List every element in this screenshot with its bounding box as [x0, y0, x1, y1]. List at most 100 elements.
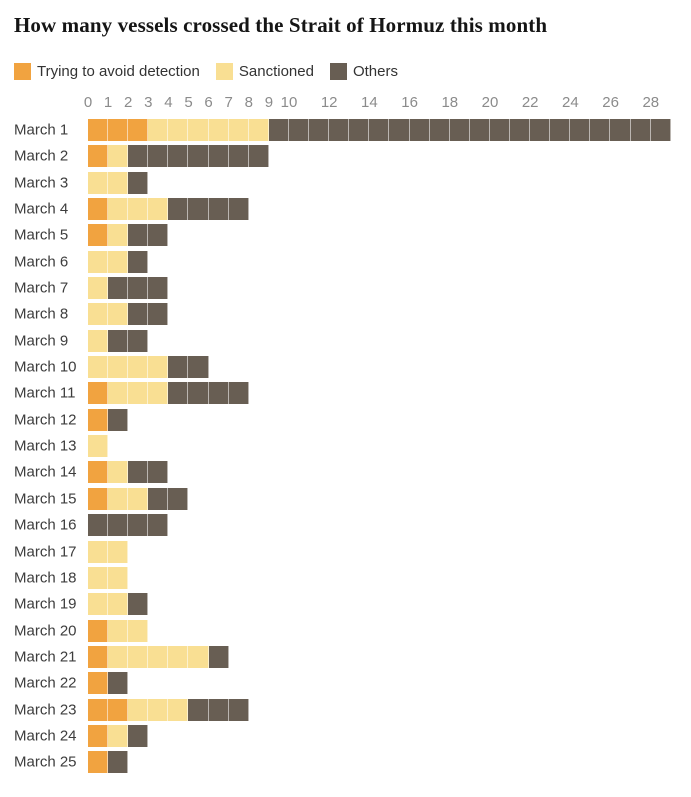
bar-segment-others	[148, 487, 169, 510]
x-axis-tick: 9	[264, 94, 274, 111]
bar-segment-sanctioned	[128, 356, 149, 379]
bar-segment-others	[168, 382, 189, 405]
bar-segment-others	[449, 119, 470, 141]
stacked-bar	[88, 593, 149, 616]
chart-row: March 8	[0, 303, 691, 326]
chart-row: March 20	[0, 619, 691, 642]
x-axis-tick: 26	[602, 94, 619, 111]
bar-segment-sanctioned	[108, 250, 129, 273]
bar-segment-trying-to-avoid-detection	[88, 461, 109, 484]
bar-segment-others	[168, 487, 189, 510]
bar-segment-others	[188, 356, 209, 379]
x-axis-tick: 8	[244, 94, 253, 111]
bar-segment-trying-to-avoid-detection	[88, 487, 109, 510]
bar-segment-others	[489, 119, 510, 141]
bar-segment-trying-to-avoid-detection	[108, 119, 129, 141]
bar-segment-sanctioned	[148, 645, 169, 668]
bar-segment-others	[148, 461, 169, 484]
stacked-bar	[88, 408, 129, 431]
bar-segment-others	[168, 356, 189, 379]
bar-segment-sanctioned	[128, 198, 149, 221]
chart-row: March 17	[0, 540, 691, 563]
stacked-bar	[88, 566, 129, 589]
bar-segment-sanctioned	[88, 540, 109, 563]
chart-row: March 13	[0, 435, 691, 458]
bar-segment-sanctioned	[88, 303, 109, 326]
row-label: March 6	[14, 253, 69, 271]
stacked-bar	[88, 382, 249, 405]
bar-segment-others	[329, 119, 350, 141]
bar-segment-others	[108, 329, 129, 352]
bar-segment-sanctioned	[88, 356, 109, 379]
bar-segment-others	[168, 145, 189, 168]
chart-row: March 9	[0, 329, 691, 352]
bar-segment-sanctioned	[148, 119, 169, 141]
stacked-bar	[88, 435, 109, 458]
legend-label: Sanctioned	[238, 62, 314, 80]
row-label: March 22	[14, 674, 77, 692]
bar-segment-trying-to-avoid-detection	[128, 119, 149, 141]
bar-segment-sanctioned	[108, 171, 129, 194]
chart-row: March 10	[0, 356, 691, 379]
chart-row: March 21	[0, 645, 691, 668]
row-label: March 14	[14, 463, 77, 481]
bar-segment-others	[128, 514, 149, 537]
bar-segment-sanctioned	[108, 619, 129, 642]
legend-label: Others	[352, 62, 398, 80]
stacked-bar	[88, 145, 269, 168]
bar-segment-trying-to-avoid-detection	[88, 619, 109, 642]
bar-segment-others	[128, 461, 149, 484]
row-label: March 24	[14, 727, 77, 745]
row-label: March 20	[14, 622, 77, 640]
x-axis-tick: 24	[562, 94, 579, 111]
bar-segment-others	[128, 724, 149, 747]
bar-segment-others	[188, 198, 209, 221]
chart-row: March 14	[0, 461, 691, 484]
row-label: March 2	[14, 147, 69, 165]
stacked-bar	[88, 198, 249, 221]
legend-label: Trying to avoid detection	[37, 62, 200, 80]
bar-segment-sanctioned	[168, 645, 189, 668]
stacked-bar	[88, 540, 129, 563]
bar-segment-others	[108, 277, 129, 300]
bar-segment-sanctioned	[108, 382, 129, 405]
bar-segment-sanctioned	[148, 698, 169, 721]
bar-segment-sanctioned	[168, 119, 189, 141]
row-label: March 8	[14, 305, 69, 323]
legend-swatch-icon	[14, 62, 31, 80]
bar-segment-others	[309, 119, 330, 141]
chart-rows: March 1 March 2 March 3 March 4 March 5 March…	[0, 119, 691, 774]
bar-segment-others	[188, 145, 209, 168]
stacked-bar	[88, 224, 169, 247]
row-label: March 10	[14, 358, 77, 376]
stacked-bar	[88, 356, 209, 379]
bar-segment-others	[530, 119, 551, 141]
bar-segment-others	[509, 119, 531, 141]
bar-segment-sanctioned	[128, 645, 149, 668]
chart-row: March 22	[0, 672, 691, 695]
bar-segment-sanctioned	[108, 645, 129, 668]
bar-segment-others	[108, 408, 129, 431]
x-axis-tick: 10	[280, 94, 298, 111]
bar-segment-others	[168, 198, 189, 221]
bar-segment-sanctioned	[88, 277, 109, 300]
bar-segment-trying-to-avoid-detection	[108, 698, 129, 721]
bar-segment-others	[128, 145, 149, 168]
bar-segment-trying-to-avoid-detection	[88, 119, 109, 141]
chart-row: March 15	[0, 487, 691, 510]
bar-segment-others	[128, 593, 149, 616]
stacked-bar	[88, 514, 169, 537]
row-label: March 5	[14, 226, 69, 244]
stacked-bar	[88, 751, 129, 774]
row-label: March 4	[14, 200, 69, 218]
bar-segment-others	[650, 119, 671, 141]
bar-segment-others	[208, 198, 229, 221]
bar-segment-trying-to-avoid-detection	[88, 724, 109, 747]
bar-segment-others	[128, 277, 149, 300]
chart-row: March 12	[0, 408, 691, 431]
chart-title: How many vessels crossed the Strait of H…	[14, 13, 548, 37]
bar-segment-sanctioned	[108, 724, 129, 747]
bar-segment-sanctioned	[108, 198, 129, 221]
chart-row: March 2	[0, 145, 691, 168]
x-axis: 0 1 2 3 4 5 6 7 8 9 10 12 14 16 18 20 22 24 26 28	[84, 94, 691, 111]
